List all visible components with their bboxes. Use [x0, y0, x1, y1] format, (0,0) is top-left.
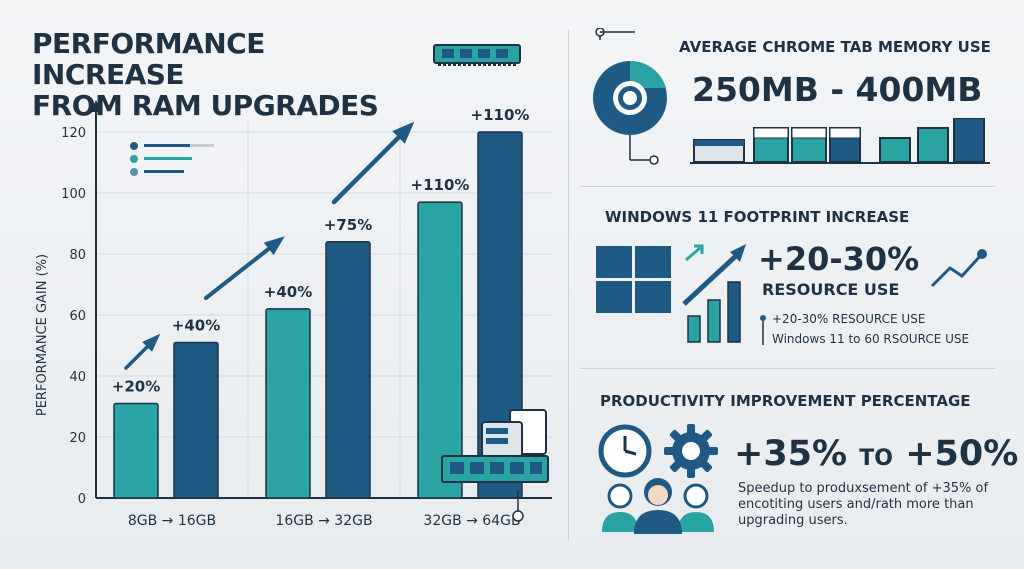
bar-value-label: +110% — [471, 106, 530, 124]
windows-logo-icon — [596, 246, 671, 313]
productivity-to: +50% — [905, 434, 1019, 474]
bar — [477, 131, 523, 499]
chrome-memory-value: 250MB - 400MB — [692, 70, 983, 109]
y-tick-label: 0 — [78, 492, 86, 507]
y-axis-arrow — [90, 100, 102, 112]
axis-end-marker — [512, 510, 524, 522]
trend-arrow-head — [263, 236, 285, 256]
y-tick-label: 40 — [69, 370, 86, 385]
chrome-panel-title: AVERAGE CHROME TAB MEMORY USE — [679, 38, 991, 56]
ram-stick-icon — [433, 44, 521, 66]
bar-value-label: +40% — [264, 283, 312, 301]
y-tick-label: 20 — [69, 431, 86, 446]
y-tick-label: 60 — [69, 309, 86, 324]
x-category-label: 16GB → 32GB — [275, 513, 372, 529]
bar-value-label: +20% — [112, 377, 160, 395]
trend-arrow-head — [142, 333, 161, 352]
gear-icon — [664, 424, 718, 478]
productivity-range: +35% TO +50% — [734, 434, 1018, 474]
y-tick-label: 120 — [61, 126, 86, 141]
x-category-label: 8GB → 16GB — [128, 513, 216, 529]
users-group-icon — [602, 478, 714, 534]
bar — [417, 201, 463, 499]
bar — [113, 402, 159, 499]
bar-value-label: +75% — [324, 216, 372, 234]
clock-icon — [598, 424, 652, 478]
horizontal-divider-1 — [580, 186, 995, 187]
bar — [173, 341, 219, 499]
bar-chart: 0 20 40 60 80 100 120 PERFORMANCE GAIN (%) +20%… — [35, 100, 552, 529]
horizontal-divider-2 — [580, 368, 995, 369]
trend-arrow — [331, 123, 413, 205]
productivity-to-word: TO — [859, 446, 894, 471]
vertical-divider — [568, 30, 569, 540]
chart-title-line-2: FROM RAM UPGRADES — [32, 89, 379, 122]
bar — [265, 308, 311, 499]
trend-arrow — [204, 238, 282, 300]
windows-increase-value: +20-30% — [758, 240, 920, 278]
chart-title-line-1: PERFORMANCE INCREASE — [32, 27, 265, 91]
trend-arrow-head — [392, 121, 415, 144]
windows-panel-title: WINDOWS 11 FOOTPRINT INCREASE — [605, 208, 910, 226]
bar-value-label: +40% — [172, 316, 220, 334]
y-tick-label: 80 — [69, 248, 86, 263]
windows-bullet-1: +20-30% RESOURCE USE — [772, 312, 926, 326]
x-category-label: 32GB → 64GB — [423, 513, 520, 529]
productivity-panel-title: PRODUCTIVITY IMPROVEMENT PERCENTAGE — [600, 392, 971, 410]
productivity-description: Speedup to produxsement of +35% of encot… — [738, 481, 989, 528]
bar-value-label: +110% — [411, 176, 470, 194]
legend-icon — [130, 142, 214, 176]
chrome-icon — [593, 28, 667, 165]
chart-title: PERFORMANCE INCREASE FROM RAM UPGRADES — [32, 28, 412, 121]
y-axis-label: PERFORMANCE GAIN (%) — [35, 254, 50, 416]
windows-resource-subtitle: RESOURCE USE — [762, 280, 900, 299]
y-tick-label: 100 — [61, 187, 86, 202]
windows-bullet-2: Windows 11 to 60 RSOURCE USE — [772, 332, 970, 346]
productivity-from: +35% — [734, 434, 848, 474]
server-ram-icon — [441, 409, 549, 483]
growth-bars-icon — [682, 244, 746, 343]
bullet-line-icon — [760, 315, 766, 345]
browser-tabs-icon — [690, 118, 990, 164]
trend-line-icon — [930, 249, 987, 288]
bar — [325, 241, 371, 499]
